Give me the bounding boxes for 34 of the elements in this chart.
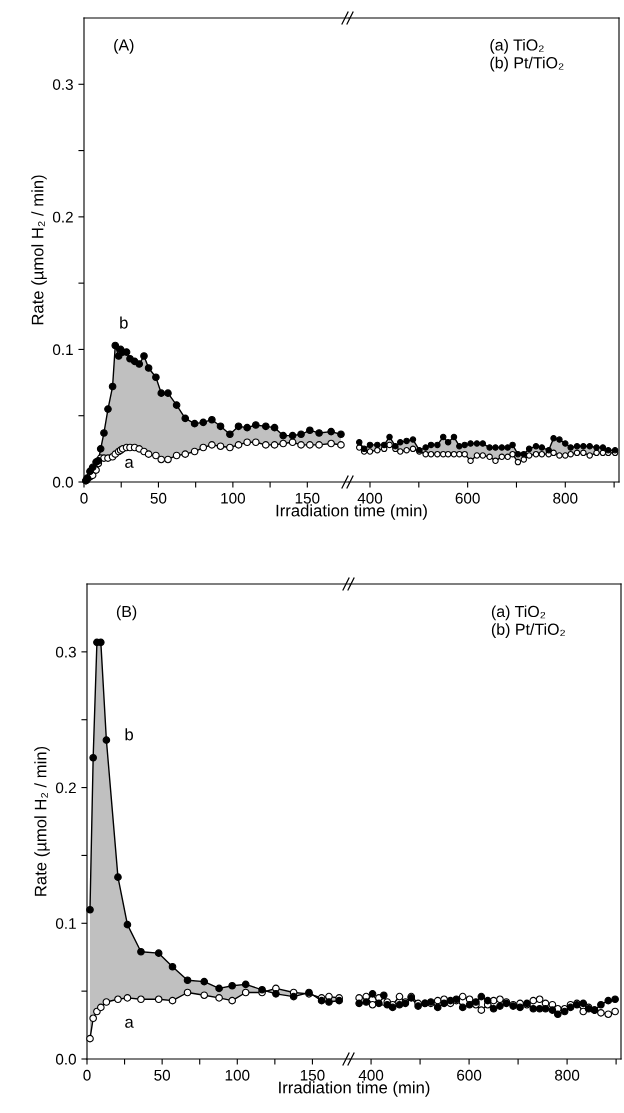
annotation: b xyxy=(125,728,134,741)
annotation: (a) TiO₂ (b) Pt/TiO₂ xyxy=(491,605,565,639)
x-tick-label: 50 xyxy=(154,1069,171,1081)
x-tick-label: 600 xyxy=(455,492,480,504)
y-axis-title: Rate (µmol H₂ / min) xyxy=(31,175,47,325)
x-tick-label: 100 xyxy=(225,1069,250,1081)
x-axis-title: Irradiation time (min) xyxy=(276,504,427,520)
annotation: a xyxy=(125,1018,134,1028)
y-tick-label: 0.3 xyxy=(52,79,73,90)
y-tick-label: 0.0 xyxy=(55,1053,76,1065)
annotation: (B) xyxy=(116,605,137,621)
y-tick-label: 0.2 xyxy=(52,211,73,223)
y-tick-label: 0.0 xyxy=(52,476,73,488)
annotation: a xyxy=(125,458,134,468)
annotation: (a) TiO₂ (b) Pt/TiO₂ xyxy=(490,38,564,72)
y-axis-title: Rate (µmol H₂ / min) xyxy=(34,746,50,896)
x-tick-label: 800 xyxy=(553,492,578,504)
x-tick-label: 100 xyxy=(221,492,246,504)
y-tick-label: 0.1 xyxy=(55,918,76,929)
x-tick-label: 400 xyxy=(357,492,383,504)
y-tick-label: 0.3 xyxy=(55,646,76,658)
annotation: (A) xyxy=(114,38,134,54)
y-tick-label: 0.1 xyxy=(52,344,73,356)
x-tick-label: 400 xyxy=(358,1069,384,1081)
x-tick-label: 50 xyxy=(150,492,167,504)
x-tick-label: 150 xyxy=(295,492,320,504)
x-tick-label: 600 xyxy=(457,1069,482,1081)
x-tick-label: 800 xyxy=(555,1069,580,1081)
x-tick-label: 150 xyxy=(300,1069,325,1081)
x-tick-label: 0 xyxy=(80,492,88,504)
x-tick-label: 0 xyxy=(83,1069,91,1081)
x-axis-title: Irradiation time (min) xyxy=(279,1081,430,1097)
y-tick-label: 0.2 xyxy=(55,782,76,794)
annotation: b xyxy=(120,316,128,329)
